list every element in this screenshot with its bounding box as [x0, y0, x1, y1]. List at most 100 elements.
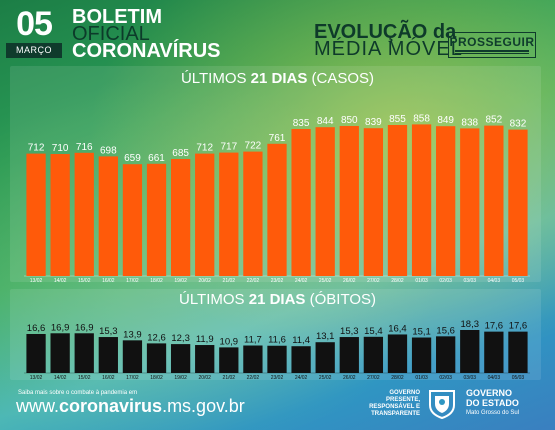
- cases-category-label: 25/02: [319, 278, 332, 284]
- deaths-category-label: 23/02: [271, 375, 284, 381]
- government-name-line-2: DO ESTADO: [466, 398, 519, 408]
- deaths-bar: [26, 333, 46, 373]
- cases-value-label: 832: [510, 119, 527, 130]
- cases-chart-title: ÚLTIMOS 21 DIAS (CASOS): [0, 70, 555, 88]
- cases-value-label: 685: [172, 148, 189, 159]
- cases-category-label: 05/03: [512, 278, 525, 284]
- cases-bar: [339, 126, 359, 276]
- deaths-category-label: 28/02: [391, 375, 404, 381]
- cases-bar: [26, 153, 46, 276]
- deaths-category-label: 19/02: [174, 375, 187, 381]
- footer-website-link[interactable]: www.coronavirus.ms.gov.br: [16, 396, 245, 416]
- cases-category-label: 19/02: [174, 278, 187, 284]
- cases-title-prefix: ÚLTIMOS: [180, 70, 251, 87]
- tagline-line-4: TRANSPARENTE: [371, 411, 420, 417]
- deaths-value-label: 13,9: [123, 329, 142, 340]
- tagline-line-1: GOVERNO: [389, 390, 420, 396]
- cases-category-label: 21/02: [223, 278, 236, 284]
- deaths-category-label: 02/03: [439, 375, 452, 381]
- cases-value-label: 852: [486, 115, 503, 126]
- footer-url-suffix: .ms.gov.br: [162, 396, 245, 416]
- deaths-bar: [50, 333, 70, 373]
- cases-value-label: 850: [341, 115, 358, 126]
- deaths-value-label: 16,9: [75, 322, 94, 333]
- deaths-value-label: 13,1: [316, 331, 335, 342]
- cases-bar: [460, 128, 480, 276]
- boletim-subtitle: OFICIAL: [72, 23, 150, 45]
- deaths-value-label: 17,6: [509, 321, 528, 332]
- deaths-value-label: 15,3: [340, 326, 359, 337]
- deaths-value-label: 15,3: [99, 326, 118, 337]
- cases-value-label: 717: [220, 142, 237, 153]
- deaths-category-label: 27/02: [367, 375, 380, 381]
- deaths-bar: [436, 336, 456, 373]
- cases-bar: [243, 151, 263, 276]
- cases-bar: [170, 159, 191, 276]
- prosseguir-logo-text: PROSSEGUIR: [449, 35, 535, 49]
- deaths-bar: [267, 345, 287, 373]
- deaths-category-label: 17/02: [126, 375, 139, 381]
- cases-category-label: 22/02: [247, 278, 260, 284]
- deaths-value-label: 15,4: [364, 326, 383, 337]
- government-tagline: GOVERNO PRESENTE, RESPONSÁVEL E TRANSPAR…: [360, 390, 420, 418]
- cases-category-label: 03/03: [464, 278, 477, 284]
- deaths-value-label: 11,6: [268, 335, 286, 346]
- cases-bar: [219, 152, 239, 276]
- deaths-bar: [508, 331, 528, 373]
- tagline-line-2: PRESENTE,: [385, 397, 420, 403]
- cases-bar: [436, 126, 456, 276]
- deaths-value-label: 11,9: [196, 334, 214, 345]
- deaths-category-label: 15/02: [78, 375, 91, 381]
- deaths-title-bold: 21 DIAS: [248, 291, 306, 308]
- cases-category-label: 24/02: [295, 278, 308, 284]
- cases-bar: [122, 164, 143, 276]
- cases-bar: [291, 129, 311, 276]
- cases-category-label: 26/02: [343, 278, 356, 284]
- cases-title-bold: 21 DIAS: [250, 70, 308, 87]
- cases-value-label: 839: [365, 117, 382, 128]
- cases-category-label: 20/02: [198, 278, 211, 284]
- government-state: Mato Grosso do Sul: [466, 410, 520, 416]
- deaths-category-label: 01/03: [415, 375, 428, 381]
- deaths-category-label: 14/02: [54, 375, 67, 381]
- deaths-category-label: 20/02: [198, 375, 211, 381]
- government-name: GOVERNO DO ESTADO: [466, 388, 519, 408]
- cases-category-label: 16/02: [102, 278, 115, 284]
- cases-bar: [146, 163, 167, 276]
- deaths-category-label: 03/03: [464, 375, 477, 381]
- deaths-value-label: 16,9: [51, 322, 70, 333]
- evolution-title: EVOLUÇÃO da: [314, 21, 457, 43]
- deaths-category-label: 21/02: [223, 375, 236, 381]
- cases-value-label: 710: [52, 143, 69, 154]
- cases-bar: [267, 143, 287, 276]
- deaths-bar: [411, 337, 432, 373]
- deaths-value-label: 17,6: [485, 321, 504, 332]
- deaths-category-label: 05/03: [512, 375, 525, 381]
- deaths-value-label: 16,6: [27, 323, 46, 334]
- boletim-title: BOLETIM: [72, 6, 162, 28]
- deaths-bar: [460, 329, 480, 373]
- cases-title-suffix: (CASOS): [307, 70, 375, 87]
- deaths-value-label: 15,1: [412, 327, 431, 338]
- deaths-bar: [243, 345, 263, 373]
- deaths-bar: [291, 346, 311, 373]
- cases-category-label: 27/02: [367, 278, 380, 284]
- cases-value-label: 849: [437, 115, 454, 126]
- cases-bar: [387, 125, 408, 276]
- cases-bar: [195, 153, 215, 276]
- government-name-line-1: GOVERNO: [466, 388, 513, 398]
- deaths-value-label: 10,9: [220, 336, 239, 347]
- cases-bar: [74, 152, 94, 276]
- deaths-bar: [339, 337, 359, 373]
- deaths-bar: [219, 347, 239, 373]
- deaths-bar: [387, 334, 408, 373]
- deaths-category-label: 25/02: [319, 375, 332, 381]
- deaths-value-label: 11,7: [244, 335, 262, 346]
- tagline-line-3: RESPONSÁVEL E: [369, 404, 420, 410]
- cases-category-label: 01/03: [415, 278, 428, 284]
- deaths-title-suffix: (ÓBITOS): [305, 291, 376, 308]
- cases-category-label: 18/02: [150, 278, 163, 284]
- cases-value-label: 855: [389, 114, 406, 125]
- cases-value-label: 858: [413, 113, 430, 124]
- deaths-category-label: 04/03: [488, 375, 501, 381]
